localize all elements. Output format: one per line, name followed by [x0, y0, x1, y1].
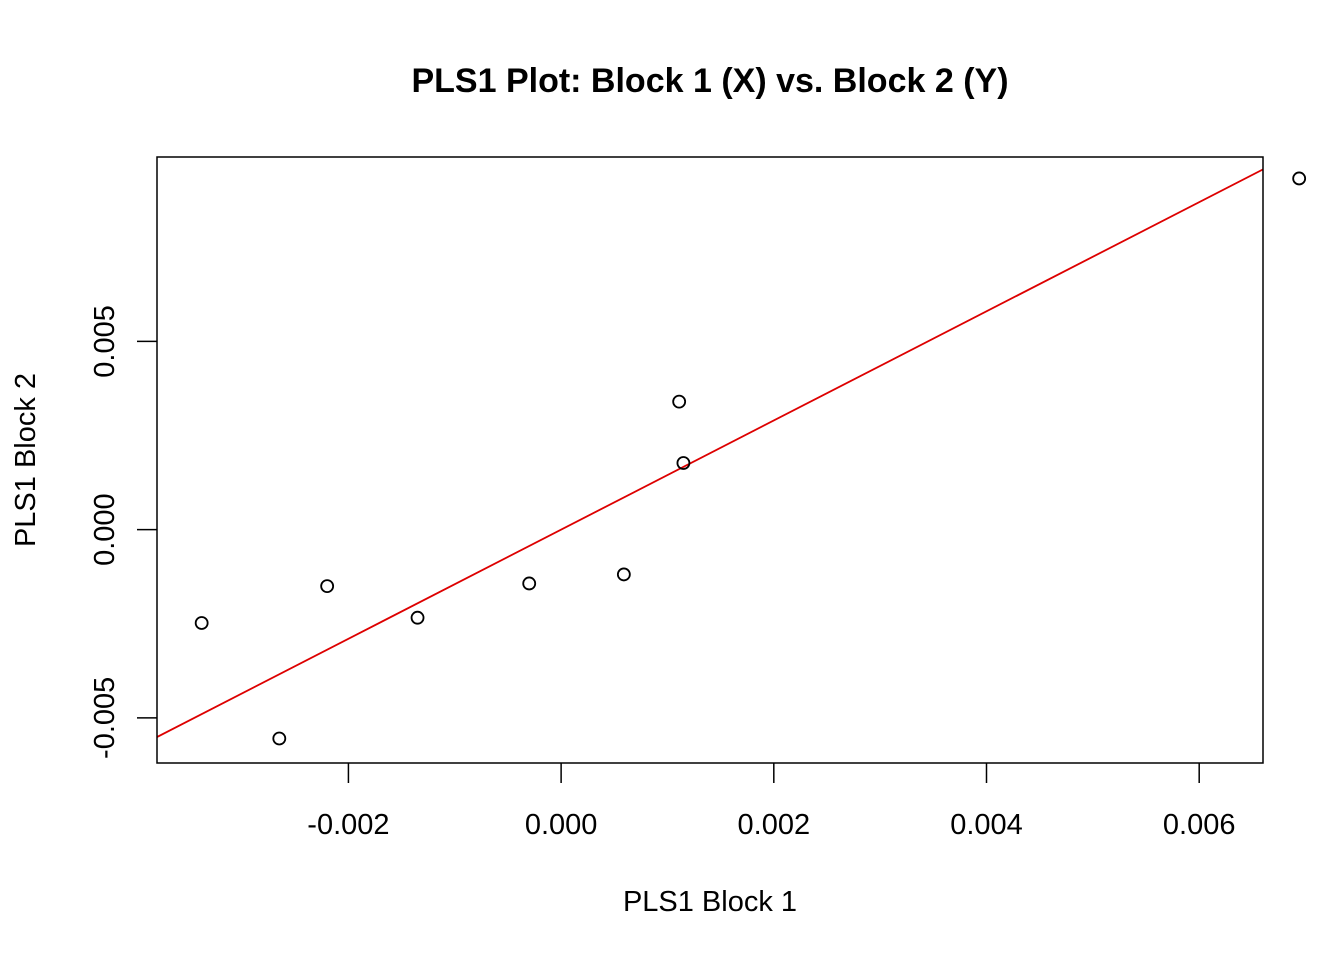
x-tick-label: 0.006 — [1163, 809, 1236, 841]
y-tick-label: 0.000 — [89, 493, 121, 566]
x-tick-label: 0.000 — [525, 809, 598, 841]
x-tick-label: -0.002 — [307, 809, 389, 841]
data-point-5 — [522, 576, 537, 591]
fit-line — [157, 168, 1263, 738]
plot-frame — [156, 156, 1264, 764]
y-axis: -0.005 0.000 0.005 — [89, 305, 157, 759]
x-tick-label: 0.002 — [738, 809, 811, 841]
x-axis-label: PLS1 Block 1 — [623, 886, 797, 918]
data-point-9 — [1292, 171, 1307, 186]
data-point-3 — [320, 579, 335, 593]
data-point-2 — [272, 731, 287, 746]
x-axis: -0.002 0.000 0.002 0.004 0.006 — [307, 763, 1235, 841]
data-point-8 — [676, 456, 691, 470]
y-axis-label: PLS1 Block 2 — [10, 373, 42, 547]
data-point-4 — [410, 610, 425, 625]
chart-title: PLS1 Plot: Block 1 (X) vs. Block 2 (Y) — [411, 62, 1008, 100]
x-tick-label: 0.004 — [950, 809, 1023, 841]
data-point-7 — [672, 394, 687, 409]
y-tick-label: -0.005 — [89, 677, 121, 759]
data-point-6 — [616, 567, 631, 582]
y-tick-label: 0.005 — [89, 305, 121, 378]
data-point-1 — [194, 616, 209, 630]
